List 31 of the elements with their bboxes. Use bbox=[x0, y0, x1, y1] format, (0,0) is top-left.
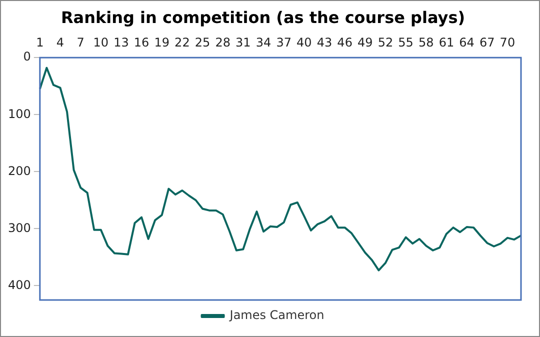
x-tick-label: 25 bbox=[194, 36, 210, 50]
y-tick-label: 300 bbox=[8, 220, 31, 235]
x-tick-label: 67 bbox=[479, 36, 495, 50]
x-tick-label: 31 bbox=[236, 36, 251, 50]
x-tick-label: 37 bbox=[276, 36, 292, 50]
x-tick-label: 34 bbox=[256, 36, 272, 50]
x-tick-label: 22 bbox=[174, 36, 190, 50]
x-tick-label: 10 bbox=[93, 36, 109, 50]
x-tick-label: 1 bbox=[36, 36, 44, 50]
x-tick-label: 16 bbox=[134, 36, 150, 50]
x-tick-label: 7 bbox=[76, 36, 84, 50]
x-tick-label: 64 bbox=[459, 36, 474, 50]
x-tick-label: 49 bbox=[358, 36, 373, 50]
x-tick-label: 13 bbox=[114, 36, 129, 50]
y-tick-label: 400 bbox=[8, 278, 31, 292]
y-tick-label: 0 bbox=[23, 50, 31, 64]
x-tick-label: 28 bbox=[215, 36, 230, 50]
x-tick-label: 52 bbox=[378, 36, 394, 50]
legend-label: James Cameron bbox=[228, 308, 324, 322]
x-tick-label: 43 bbox=[316, 36, 332, 50]
x-tick-label: 55 bbox=[398, 36, 414, 50]
x-tick-label: 4 bbox=[56, 36, 64, 50]
x-tick-label: 61 bbox=[438, 36, 454, 50]
x-tick-label: 70 bbox=[500, 36, 516, 50]
chart-title: Ranking in competition (as the course plays) bbox=[60, 8, 466, 27]
x-tick-label: 58 bbox=[418, 36, 434, 50]
x-tick-label: 40 bbox=[296, 36, 312, 50]
x-tick-label: 19 bbox=[154, 36, 170, 50]
y-tick-label: 100 bbox=[8, 106, 31, 121]
y-tick-label: 200 bbox=[8, 164, 31, 178]
x-tick-label: 46 bbox=[337, 36, 352, 50]
